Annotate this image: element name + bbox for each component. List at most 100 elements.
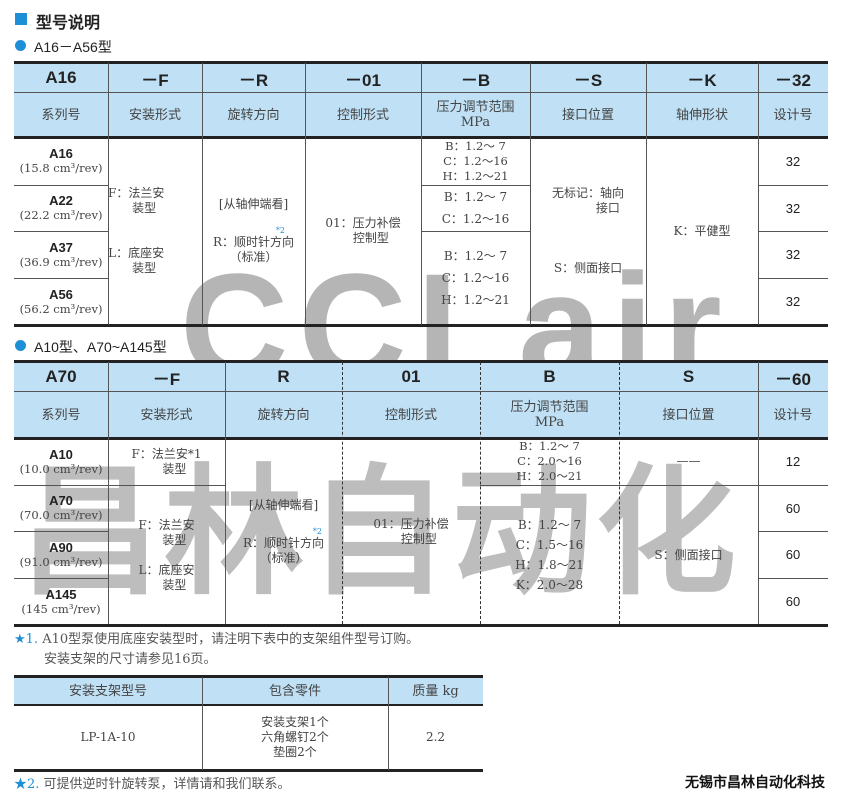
code-cell-4: B	[480, 362, 619, 392]
design-number-cell: 60	[785, 547, 801, 562]
code-cell-6: －60	[758, 362, 828, 392]
series-name: A145	[45, 586, 77, 602]
row-divider	[14, 231, 108, 232]
series-displacement: (10.0 cm³/rev)	[19, 461, 103, 476]
footnote-2: ★2. 可提供逆时针旋转泵，详情请和我们联系。	[14, 773, 291, 792]
header-cell-4: 压力调节范围 MPa	[480, 392, 619, 438]
column-divider	[758, 63, 759, 325]
code-cell-3: 01	[342, 362, 480, 392]
column-divider	[421, 63, 422, 325]
column-divider	[758, 362, 759, 624]
pressure-cell: B：1.2～ 7 C：1.2～16 H：1.2～21	[442, 138, 509, 183]
section1-title: A16－A56型	[34, 39, 112, 55]
series-cell: A70 (70.0 cm³/rev)	[14, 485, 108, 531]
design-number-cell: 32	[785, 247, 801, 262]
design-number-cell: 32	[785, 153, 801, 169]
column-divider	[305, 63, 306, 325]
table-top-rule	[14, 360, 828, 363]
column-divider	[225, 362, 226, 624]
code-cell-7: －32	[758, 63, 828, 93]
series-name: A70	[49, 493, 73, 508]
footnote-1-marker: ★1.	[14, 632, 39, 647]
footnote-2-ref: *2	[312, 526, 322, 536]
bracket-parts: 安装支架1个 六角螺钉2个 垫圈2个	[261, 715, 329, 759]
column-divider	[530, 63, 531, 325]
rotation-standard: （标准）	[229, 250, 278, 264]
row-divider	[14, 278, 108, 279]
pressure-cell-a10: B：1.2～ 7 C：2.0～16 H：2.0～21	[516, 439, 583, 483]
series-name: A90	[49, 539, 73, 555]
series-displacement: (15.8 cm³/rev)	[19, 161, 103, 175]
design-number-cell: 12	[785, 454, 801, 469]
series-displacement: (56.2 cm³/rev)	[19, 301, 103, 316]
header-rule	[14, 704, 483, 706]
series-cell: A56 (56.2 cm³/rev)	[14, 278, 108, 325]
header-cell-3: 控制形式	[305, 93, 421, 137]
table-bottom-rule	[14, 769, 483, 772]
header-cell-1: 安装形式	[108, 392, 225, 438]
row-divider	[758, 185, 828, 186]
pressure-cell: B：1.2～ 7 C：1.5～16 H：1.8～21 K：2.0～28	[515, 518, 584, 592]
series-displacement: (145 cm³/rev)	[21, 601, 101, 616]
bracket-header-2: 质量 kg	[388, 677, 483, 705]
header-cell-1: 安装形式	[108, 93, 202, 137]
table-top-rule	[14, 61, 828, 64]
column-divider	[202, 63, 203, 325]
header-cell-6: 设计号	[758, 392, 828, 438]
series-cell: A37 (36.9 cm³/rev)	[14, 231, 108, 278]
series-cell: A22 (22.2 cm³/rev)	[14, 185, 108, 231]
rotation-standard: （标准）	[259, 550, 308, 565]
series-displacement: (91.0 cm³/rev)	[19, 554, 103, 569]
header-cell-5: 接口位置	[619, 392, 758, 438]
series-displacement: (70.0 cm³/rev)	[19, 508, 103, 522]
bracket-mass: 2.2	[425, 730, 446, 744]
row-divider	[108, 485, 225, 486]
column-divider	[388, 677, 389, 770]
series-cell: A16 (15.8 cm³/rev)	[14, 137, 108, 185]
column-divider	[342, 362, 344, 624]
header-cell-4: 压力调节范围 MPa	[421, 93, 530, 137]
code-cell-1: －F	[108, 63, 202, 93]
control-cell: 01：压力补偿 控制型	[373, 516, 449, 546]
column-divider	[480, 362, 482, 624]
control-cell: 01：压力补偿 控制型	[325, 216, 401, 245]
row-divider	[480, 485, 758, 486]
rotation-cell: [从轴伸端看] *2 R：顺时针方向 （标准）	[225, 438, 342, 625]
series-cell: A145 (145 cm³/rev)	[14, 578, 108, 625]
row-divider	[758, 278, 828, 279]
header-cell-7: 设计号	[758, 93, 828, 137]
series-name: A10	[49, 446, 73, 462]
code-cell-0: A70	[14, 362, 108, 392]
pressure-cell: B：1.2～ 7 C：1.2～16	[441, 189, 510, 226]
pressure-cell: B：1.2～ 7 C：1.2～16 H：1.2～21	[441, 248, 510, 307]
header-cell-2: 旋转方向	[225, 392, 342, 438]
rotation-view-note: [从轴伸端看]	[218, 197, 289, 211]
bracket-model: LP-1A-10	[80, 730, 136, 744]
footnote-1-line2: 安装支架的尺寸请参见16页。	[44, 652, 217, 667]
code-cell-5: S	[619, 362, 758, 392]
code-cell-0: A16	[14, 63, 108, 93]
code-cell-5: －S	[530, 63, 646, 93]
design-number-cell: 32	[785, 200, 801, 216]
row-divider	[14, 485, 108, 486]
row-divider	[758, 578, 828, 579]
row-divider	[421, 185, 530, 186]
footnote-2-ref: *2	[275, 226, 285, 235]
column-divider	[108, 362, 109, 624]
mount-cell: F：法兰安 装型 L：底座安 装型	[108, 186, 165, 275]
header-cell-0: 系列号	[14, 93, 108, 137]
bullet-dot-icon	[15, 340, 26, 351]
section2-title: A10型、A70~A145型	[34, 339, 167, 355]
port-cell: S：侧面接口	[654, 547, 723, 562]
series-name: A37	[49, 239, 73, 255]
series-cell: A90 (91.0 cm³/rev)	[14, 531, 108, 578]
header-cell-6: 轴伸形状	[646, 93, 758, 137]
header-cell-2: 旋转方向	[202, 93, 305, 137]
design-number-cell: 32	[785, 294, 801, 309]
series-cell: A10 (10.0 cm³/rev)	[14, 438, 108, 485]
row-divider	[758, 485, 828, 486]
row-divider	[14, 578, 108, 579]
footnote-1: ★1. A10型泵使用底座安装型时，请注明下表中的支架组件型号订购。	[14, 628, 419, 647]
header-cell-3: 控制形式	[342, 392, 480, 438]
company-name: 无锡市昌林自动化科技	[685, 775, 825, 791]
